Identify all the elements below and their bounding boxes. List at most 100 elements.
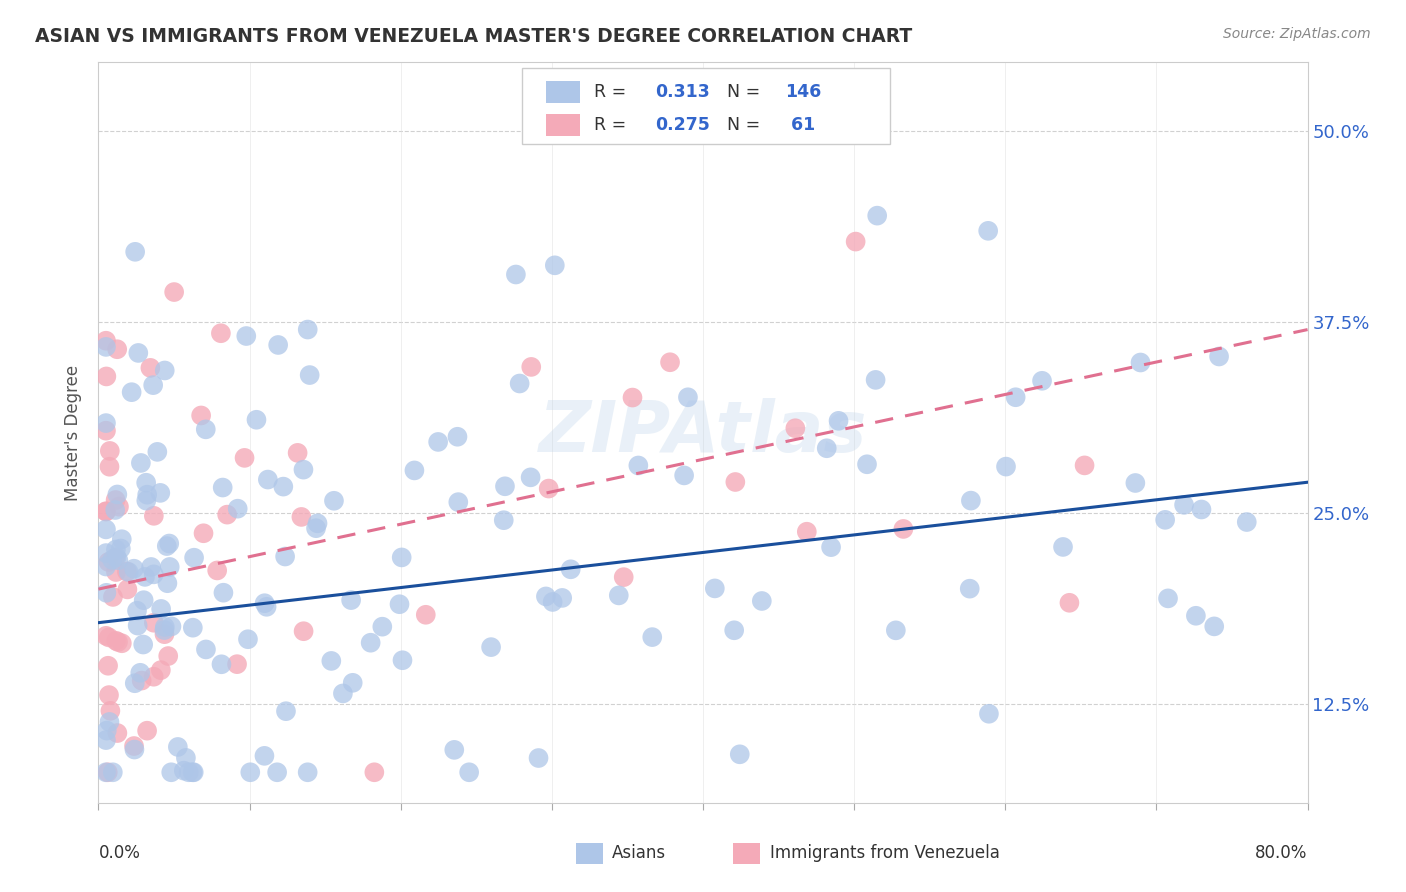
- Point: [139, 360, 162, 375]
- Point: [267, 338, 290, 352]
- Point: [94, 504, 117, 518]
- Point: [363, 765, 385, 780]
- Point: [132, 638, 155, 652]
- Point: [1125, 475, 1147, 490]
- Point: [342, 675, 364, 690]
- Point: [494, 479, 516, 493]
- Point: [115, 565, 138, 579]
- Point: [104, 542, 127, 557]
- Point: [94, 629, 117, 643]
- Point: [127, 346, 149, 360]
- Point: [253, 748, 276, 763]
- Point: [560, 562, 582, 576]
- Point: [391, 653, 413, 667]
- Point: [217, 508, 239, 522]
- Point: [541, 595, 564, 609]
- Point: [183, 765, 205, 780]
- Point: [125, 604, 148, 618]
- Point: [108, 500, 131, 514]
- Point: [443, 743, 465, 757]
- Point: [676, 390, 699, 404]
- Point: [212, 585, 235, 599]
- Text: Source: ZipAtlas.com: Source: ZipAtlas.com: [1223, 27, 1371, 41]
- Point: [340, 593, 363, 607]
- Point: [177, 765, 200, 780]
- Point: [785, 421, 807, 435]
- Point: [1208, 350, 1230, 364]
- Point: [292, 624, 315, 639]
- Point: [105, 633, 128, 648]
- Point: [142, 508, 165, 523]
- Point: [703, 582, 725, 596]
- Point: [415, 607, 437, 622]
- Point: [173, 764, 195, 778]
- Point: [551, 591, 574, 605]
- Point: [190, 409, 212, 423]
- Point: [274, 549, 297, 564]
- Text: Immigrants from Venezuela: Immigrants from Venezuela: [769, 844, 1000, 863]
- Point: [332, 686, 354, 700]
- Point: [360, 636, 382, 650]
- Point: [94, 424, 117, 438]
- Point: [153, 363, 176, 377]
- Point: [117, 582, 139, 597]
- Point: [627, 458, 650, 473]
- Point: [136, 723, 159, 738]
- Point: [1154, 513, 1177, 527]
- Point: [94, 546, 117, 560]
- Point: [446, 430, 468, 444]
- Point: [607, 588, 630, 602]
- Point: [893, 522, 915, 536]
- Point: [1059, 596, 1081, 610]
- Point: [181, 621, 204, 635]
- Point: [519, 470, 541, 484]
- Point: [866, 209, 889, 223]
- Point: [104, 550, 127, 565]
- Point: [98, 714, 121, 729]
- Point: [105, 726, 128, 740]
- Point: [235, 329, 257, 343]
- Point: [183, 550, 205, 565]
- Point: [1236, 515, 1258, 529]
- Point: [534, 590, 557, 604]
- Point: [1173, 498, 1195, 512]
- Point: [121, 385, 143, 400]
- Point: [94, 505, 117, 519]
- Text: ASIAN VS IMMIGRANTS FROM VENEZUELA MASTER'S DEGREE CORRELATION CHART: ASIAN VS IMMIGRANTS FROM VENEZUELA MASTE…: [35, 27, 912, 45]
- Point: [492, 513, 515, 527]
- Point: [1031, 374, 1053, 388]
- Point: [153, 620, 176, 634]
- Point: [104, 493, 127, 508]
- Text: 0.275: 0.275: [655, 116, 710, 135]
- Point: [157, 648, 180, 663]
- Point: [101, 590, 124, 604]
- Point: [107, 635, 129, 649]
- Point: [174, 751, 197, 765]
- Point: [96, 369, 118, 384]
- Text: N =: N =: [727, 83, 766, 101]
- Point: [150, 602, 173, 616]
- Point: [236, 632, 259, 647]
- Point: [458, 765, 481, 780]
- Point: [98, 688, 121, 702]
- Point: [509, 376, 531, 391]
- Point: [1191, 502, 1213, 516]
- Point: [447, 495, 470, 509]
- Point: [245, 413, 267, 427]
- Point: [105, 343, 128, 357]
- Point: [388, 597, 411, 611]
- Point: [136, 488, 159, 502]
- Text: 61: 61: [785, 116, 815, 135]
- Y-axis label: Master's Degree: Master's Degree: [65, 365, 83, 500]
- Point: [94, 733, 117, 747]
- Point: [404, 463, 426, 477]
- Point: [104, 565, 127, 579]
- Point: [135, 493, 157, 508]
- Point: [105, 487, 128, 501]
- Point: [292, 462, 315, 476]
- Text: R =: R =: [595, 83, 631, 101]
- Point: [124, 244, 146, 259]
- Point: [479, 640, 502, 654]
- Point: [884, 624, 907, 638]
- Point: [723, 624, 745, 638]
